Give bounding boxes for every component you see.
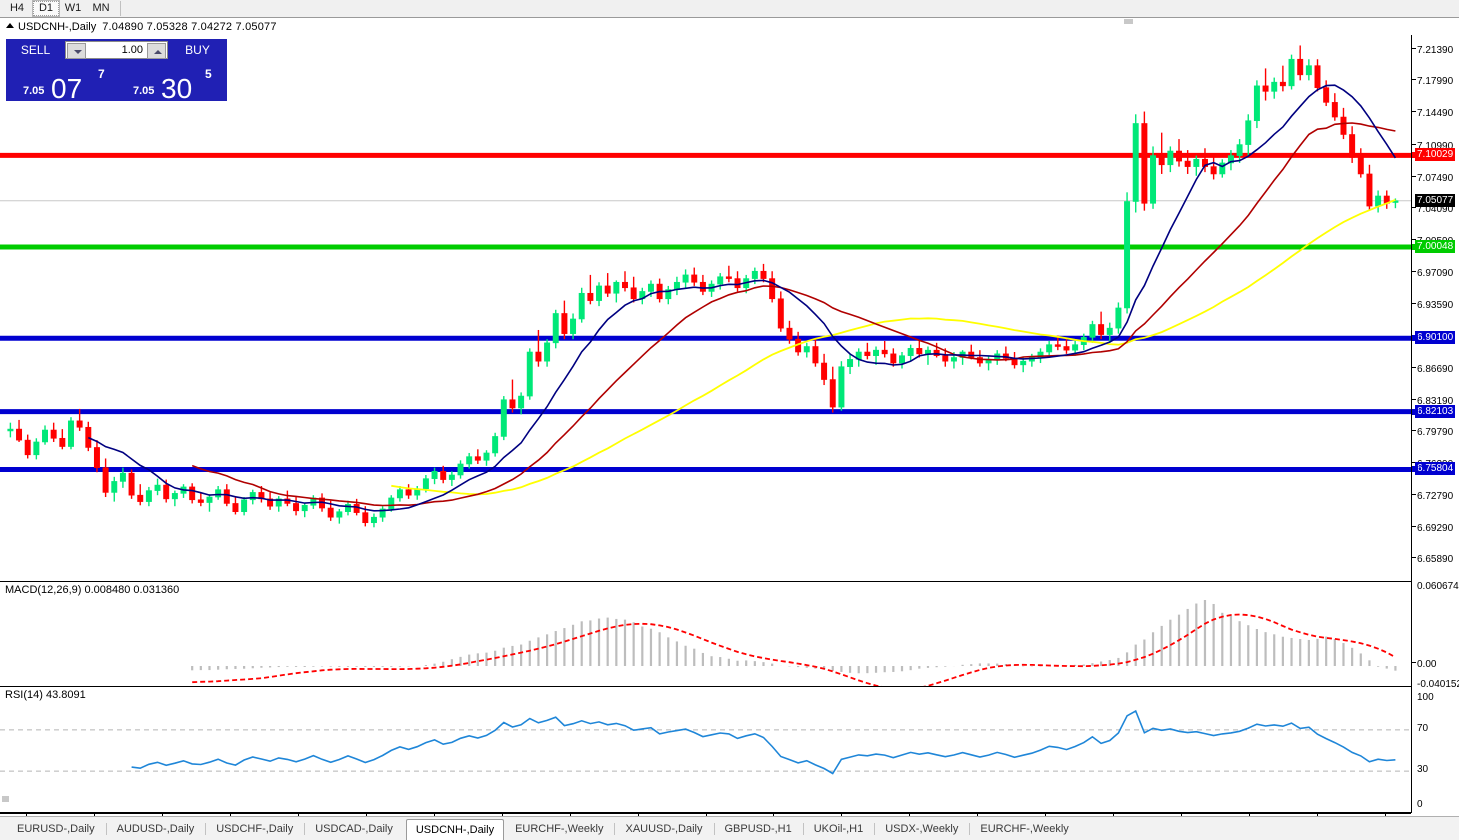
chart-scroll-nub[interactable] [1124, 19, 1133, 24]
level-marker [1412, 243, 1418, 250]
tab-separator [105, 823, 107, 835]
price-tick: 6.79790 [1412, 427, 1453, 438]
symbol-tab[interactable]: UKOil-,H1 [813, 823, 864, 835]
rsi-tick: 0 [1417, 799, 1423, 810]
tab-separator [205, 823, 207, 835]
symbol-tab[interactable]: AUDUSD-,Daily [116, 823, 195, 835]
macd-tick: 0.060674 [1417, 581, 1459, 592]
macd-pane[interactable]: MACD(12,26,9) 0.008480 0.031360 [0, 581, 1411, 686]
price-tick: 6.93590 [1412, 300, 1453, 311]
tab-separator [874, 823, 876, 835]
price-tick: 7.04090 [1412, 204, 1453, 215]
rsi-tick: 100 [1417, 692, 1434, 703]
rsi-tick: 30 [1417, 764, 1429, 776]
one-click-trade-panel[interactable]: SELL 1.00 BUY 7.05 07 7 7.05 30 [6, 39, 227, 104]
tab-separator [713, 823, 715, 835]
macd-label: MACD(12,26,9) 0.008480 0.031360 [5, 584, 180, 596]
rsi-label: RSI(14) 43.8091 [5, 689, 86, 701]
symbol-tab[interactable]: USDX-,Weekly [885, 823, 959, 835]
timeframe-button-h4[interactable]: H4 [9, 2, 25, 14]
price-tick: 6.97090 [1412, 268, 1453, 279]
sell-price-prefix: 7.05 [23, 85, 45, 97]
timeframe-button-w1[interactable]: W1 [64, 2, 82, 14]
toolbar-separator [120, 1, 121, 16]
symbol-tab-bar: EURUSD-,Daily AUDUSD-,Daily USDCHF-,Daily U… [0, 816, 1459, 840]
sell-price-big: 07 [51, 73, 83, 104]
level-marker [1412, 408, 1418, 415]
current-price-label: 7.05077 [1415, 193, 1456, 207]
sell-label[interactable]: SELL [20, 43, 51, 57]
macd-plot [0, 582, 1411, 686]
support-line-green-label: 7.00048 [1415, 239, 1456, 253]
buy-price-prefix: 7.05 [133, 85, 155, 97]
symbol-tab[interactable]: XAUUSD-,Daily [625, 823, 703, 835]
symbol-tab[interactable]: USDCHF-,Daily [216, 823, 294, 835]
chart-area: MACD(12,26,9) 0.008480 0.031360 RSI(14) … [0, 17, 1459, 833]
buy-label[interactable]: BUY [185, 43, 210, 57]
chart-scroll-nub-left[interactable] [2, 796, 9, 802]
tab-separator [802, 823, 804, 835]
level-marker [1412, 152, 1418, 159]
chart-ohlc-values: 7.04890 7.05328 7.04272 7.05077 [102, 21, 277, 33]
price-scale[interactable]: 7.21390 7.17990 7.14490 7.10990 7.07490 7.040… [1411, 35, 1459, 813]
symbol-tab[interactable]: USDCAD-,Daily [315, 823, 393, 835]
volume-input[interactable]: 1.00 [65, 41, 168, 59]
buy-price-big: 30 [161, 73, 193, 104]
sell-price-fraction: 7 [98, 67, 105, 81]
level-marker [1412, 466, 1418, 473]
tab-separator [304, 823, 306, 835]
sell-button[interactable]: 7.05 07 7 [6, 61, 114, 104]
price-tick: 6.72790 [1412, 491, 1453, 502]
chart-title-bar: USDCNH-,Daily 7.04890 7.05328 7.04272 7.0… [6, 21, 277, 33]
level-line-blue-2-label: 6.82103 [1415, 404, 1456, 418]
buy-price-fraction: 5 [205, 67, 212, 81]
level-line-blue-1-label: 6.90100 [1415, 331, 1456, 345]
volume-increment-button[interactable] [147, 43, 166, 59]
price-pane[interactable] [0, 35, 1411, 581]
trade-panel-top-row: SELL 1.00 BUY [6, 39, 227, 61]
macd-tick: -0.040152 [1417, 679, 1459, 690]
timeframe-button-d1[interactable]: D1 [32, 0, 60, 17]
symbol-tab[interactable]: GBPUSD-,H1 [724, 823, 792, 835]
buy-button[interactable]: 7.05 30 5 [116, 61, 224, 104]
price-tick: 7.17990 [1412, 76, 1453, 87]
price-tick: 6.83190 [1412, 396, 1453, 407]
price-tick: 7.14490 [1412, 108, 1453, 119]
macd-tick: 0.00 [1412, 659, 1436, 670]
price-tick: 6.65890 [1412, 554, 1453, 565]
symbol-tab[interactable]: EURCHF-,Weekly [515, 823, 604, 835]
level-marker [1412, 335, 1418, 342]
collapse-triangle-icon[interactable] [6, 23, 14, 28]
price-tick: 6.86690 [1412, 364, 1453, 375]
chart-symbol-label: USDCNH-,Daily [18, 21, 97, 33]
level-line-blue-3-label: 6.75804 [1415, 462, 1456, 476]
rsi-tick: 70 [1417, 722, 1429, 734]
resistance-line-red-label: 7.10029 [1415, 148, 1456, 162]
price-tick: 7.21390 [1412, 45, 1453, 56]
candlestick-plot [0, 35, 1411, 581]
trade-panel-divider [114, 61, 116, 101]
price-tick: 6.69290 [1412, 523, 1453, 534]
trade-panel-price-row: 7.05 07 7 7.05 30 5 [6, 61, 227, 104]
timeframe-button-mn[interactable]: MN [92, 2, 110, 14]
price-tick: 7.10990 [1412, 141, 1453, 152]
price-tick: 7.07490 [1412, 173, 1453, 184]
rsi-plot [0, 687, 1411, 812]
symbol-tab[interactable]: EURUSD-,Daily [17, 823, 95, 835]
rsi-pane[interactable]: RSI(14) 43.8091 [0, 686, 1411, 813]
timeframe-toolbar: H4 D1 W1 MN [0, 0, 1459, 18]
volume-decrement-button[interactable] [67, 43, 86, 59]
volume-value: 1.00 [121, 44, 143, 56]
symbol-tab[interactable]: EURCHF-,Weekly [980, 823, 1069, 835]
symbol-tab-active[interactable]: USDCNH-,Daily [405, 819, 505, 840]
tab-separator [614, 823, 616, 835]
tab-separator [969, 823, 971, 835]
